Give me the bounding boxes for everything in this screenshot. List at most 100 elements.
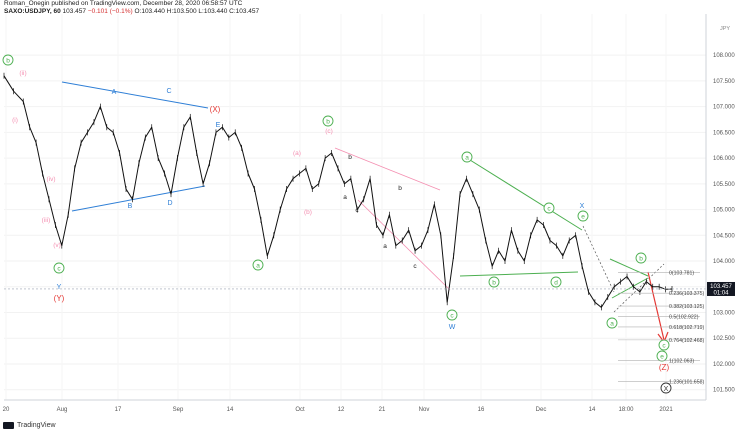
end-marker: X — [664, 386, 669, 393]
price-line — [3, 75, 673, 308]
x-tick-label: Oct — [295, 407, 305, 413]
fib-level-label: 0.5(102.922) — [669, 315, 699, 321]
price-tag-bg — [707, 281, 735, 296]
x-axis: 20 Aug 17 Sep 14 Oct 12 21 Nov 16 Dec 14 18:00 2021 — [3, 399, 706, 413]
end-marker-circle — [660, 382, 672, 394]
y-tick-label: 104.500 — [713, 233, 735, 239]
fib-level-label: 0(103.781) — [669, 270, 694, 276]
x-tick-label: 14 — [589, 407, 596, 413]
y-tick-label: 102.500 — [713, 336, 735, 342]
wave-label-black: b — [398, 185, 402, 192]
wave-label-green: b — [6, 57, 10, 64]
wave-label-pink: (v) — [53, 242, 61, 249]
tradingview-brand: TradingView — [17, 422, 56, 429]
wave-label-black: a — [383, 243, 387, 250]
small-triangle-upper — [609, 258, 649, 277]
wave-label-green-circle — [488, 276, 500, 288]
wave-label-green: a — [610, 320, 614, 327]
wave-label-red: (X) — [210, 105, 221, 114]
wave-label-blue: D — [167, 200, 172, 207]
wave-label-green: c — [547, 205, 551, 212]
pink-channel-upper — [334, 147, 441, 191]
wave-label-pink: (ii) — [19, 70, 26, 77]
wave-label-black: c — [413, 263, 417, 270]
wave-label-green-circle — [322, 115, 334, 127]
wave-label-green: e — [581, 213, 585, 220]
wave-label-blue: B — [128, 203, 133, 210]
wave-label-blue: E — [216, 122, 221, 129]
tradingview-footer[interactable]: TradingView — [3, 422, 56, 429]
wave-label-green-circle — [543, 202, 555, 214]
wave-label-green: a — [256, 262, 260, 269]
wave-label-black: a — [343, 194, 347, 201]
wave-label-blue: Y — [57, 284, 62, 291]
chart-drawings — [61, 81, 669, 344]
pink-channel-lower — [357, 199, 451, 291]
x-tick-label: Sep — [173, 407, 184, 413]
fib-level-label: 0.236(103.375) — [669, 291, 704, 297]
y-tick-label: 107.000 — [713, 105, 735, 111]
currency-label: JPY — [720, 26, 730, 32]
fib-level-label: 0.764(102.468) — [669, 338, 704, 344]
x-tick-label: 12 — [338, 407, 345, 413]
wave-label-pink: (a) — [293, 150, 301, 157]
wave-label-green: e — [660, 353, 664, 360]
x-tick-label: Dec — [536, 407, 547, 413]
wave-label-green: c — [662, 342, 666, 349]
wave-label-green: a — [465, 154, 469, 161]
x-tick-label: 16 — [478, 407, 485, 413]
wave-label-green-circle — [635, 252, 647, 264]
price-series — [3, 72, 706, 311]
wave-label-green: b — [492, 279, 496, 286]
wave-label-green-circle — [550, 276, 562, 288]
y-axis: JPY 108.000 107.500 107.000 106.500 106.000 10… — [705, 14, 735, 400]
wave-label-red: (Y) — [54, 294, 65, 303]
wave-label-green-circle — [461, 151, 473, 163]
y-tick-label: 105.000 — [713, 208, 735, 214]
wave-label-pink: (b) — [304, 209, 312, 216]
wave-label-green-circle — [2, 54, 14, 66]
wave-label-blue: X — [580, 203, 585, 210]
publisher-line: Roman_Onegin published on TradingView.co… — [4, 0, 243, 7]
wave-label-green-circle — [252, 259, 264, 271]
wave-label-green: b — [326, 118, 330, 125]
y-tick-label: 108.000 — [713, 53, 735, 59]
wave-label-green: b — [639, 255, 643, 262]
wave-label-green-circle — [446, 309, 458, 321]
y-tick-label: 103.000 — [713, 311, 735, 317]
chart-header: Roman_Onegin published on TradingView.co… — [4, 0, 259, 15]
price-tag: 103.457 — [710, 284, 732, 290]
wave-label-red: (Z) — [659, 363, 670, 372]
x-tick-label: 14 — [227, 407, 234, 413]
dashed-projection-1 — [582, 225, 615, 293]
wave-label-green-circle — [53, 262, 65, 274]
y-tick-label: 102.000 — [713, 362, 735, 368]
wave-label-blue: C — [166, 88, 171, 95]
dashed-projection-2 — [613, 263, 665, 313]
symbol-name: SAXO:USDJPY, 60 — [4, 7, 61, 15]
ohlc-values: O:103.440 H:103.500 L:103.440 C:103.457 — [134, 7, 260, 15]
y-tick-label: 105.500 — [713, 182, 735, 188]
y-tick-label: 106.500 — [713, 130, 735, 136]
tradingview-logo-icon — [3, 422, 14, 429]
x-tick-label: 21 — [379, 407, 386, 413]
wave-label-green-circle — [606, 317, 618, 329]
x-tick-label: Aug — [57, 407, 68, 413]
wave-label-green-circle — [577, 210, 589, 222]
chart-grid — [4, 14, 706, 400]
last-price: 103.457 — [62, 7, 87, 15]
x-tick-label: 17 — [115, 407, 122, 413]
wave-label-pink: (c) — [325, 128, 333, 135]
fib-level-label: 0.382(103.125) — [669, 304, 704, 310]
fibonacci-levels: 0(103.781) 0.236(103.375) 0.382(103.125) 0.… — [618, 270, 704, 386]
y-tick-label: 107.500 — [713, 79, 735, 85]
x-tick-label: 20 — [3, 407, 10, 413]
fib-level-label: 0.618(102.719) — [669, 325, 704, 331]
y-tick-label: 106.000 — [713, 156, 735, 162]
x-tick-label: 18:00 — [618, 407, 634, 413]
wave-label-black: c — [355, 207, 359, 214]
wedge-upper-line — [461, 154, 583, 231]
triangle-upper-line — [61, 81, 209, 109]
